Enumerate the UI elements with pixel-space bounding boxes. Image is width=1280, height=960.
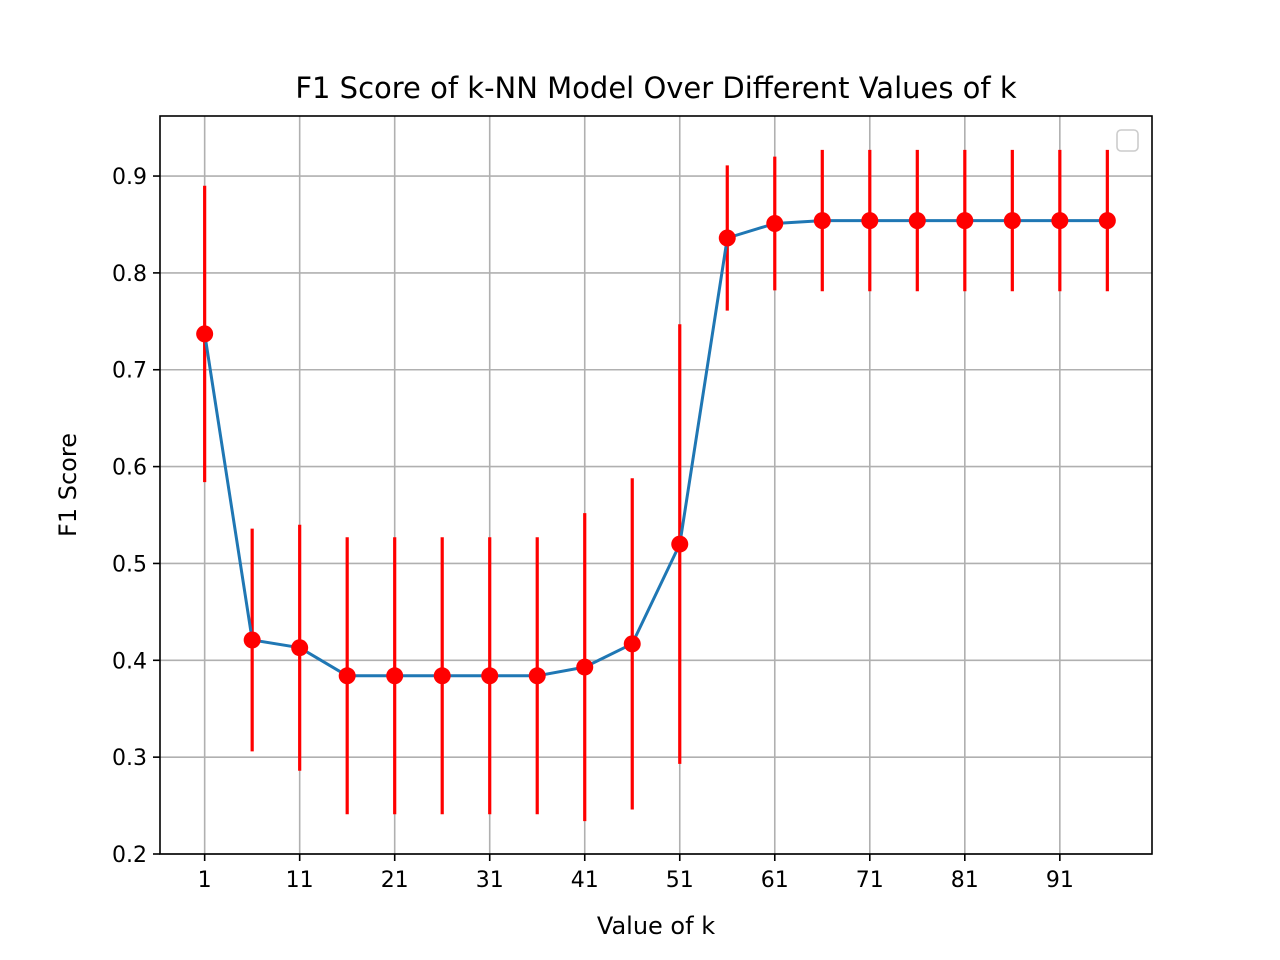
data-point [623,635,641,653]
data-point [813,212,831,230]
y-tick-label: 0.6 [112,456,147,481]
x-tick-label: 31 [476,868,504,893]
x-tick-label: 41 [571,868,599,893]
x-tick-label: 91 [1046,868,1074,893]
axes-frame [159,115,1153,855]
data-point [956,212,974,230]
x-tick-label: 11 [286,868,314,893]
data-point [1003,212,1021,230]
data-point [481,667,499,685]
x-tick-label: 51 [666,868,694,893]
y-tick-label: 0.7 [112,359,147,384]
x-tick-label: 21 [381,868,409,893]
y-tick-label: 0.5 [112,552,147,577]
data-point [243,631,261,649]
x-tick-label: 81 [951,868,979,893]
x-tick-label: 61 [761,868,789,893]
data-point [338,667,356,685]
data-point [528,667,546,685]
data-point [196,325,214,343]
data-point [861,212,879,230]
data-point [1098,212,1116,230]
x-axis-title: Value of k [597,912,715,940]
data-point [766,215,784,233]
x-tick-label: 71 [856,868,884,893]
data-point [671,535,689,553]
data-point [576,658,594,676]
legend-box [1116,129,1139,152]
y-axis-title: F1 Score [54,433,82,537]
y-tick-label: 0.4 [112,649,147,674]
ticks: 1 11 21 31 41 51 61 71 81 910.20.30.40.50.60.70.8… [112,165,1074,893]
y-tick-label: 0.3 [112,746,147,771]
chart-title: F1 Score of k-NN Model Over Different Va… [295,71,1017,105]
data-point [433,667,451,685]
plot-area [196,149,1116,822]
data-point [718,229,736,247]
data-point [1051,212,1069,230]
data-point [908,212,926,230]
x-tick-label: 1 [198,868,212,893]
y-tick-label: 0.8 [112,262,147,287]
data-point [291,639,309,657]
y-tick-label: 0.9 [112,165,147,190]
data-point [386,667,404,685]
y-tick-label: 0.2 [112,843,147,868]
